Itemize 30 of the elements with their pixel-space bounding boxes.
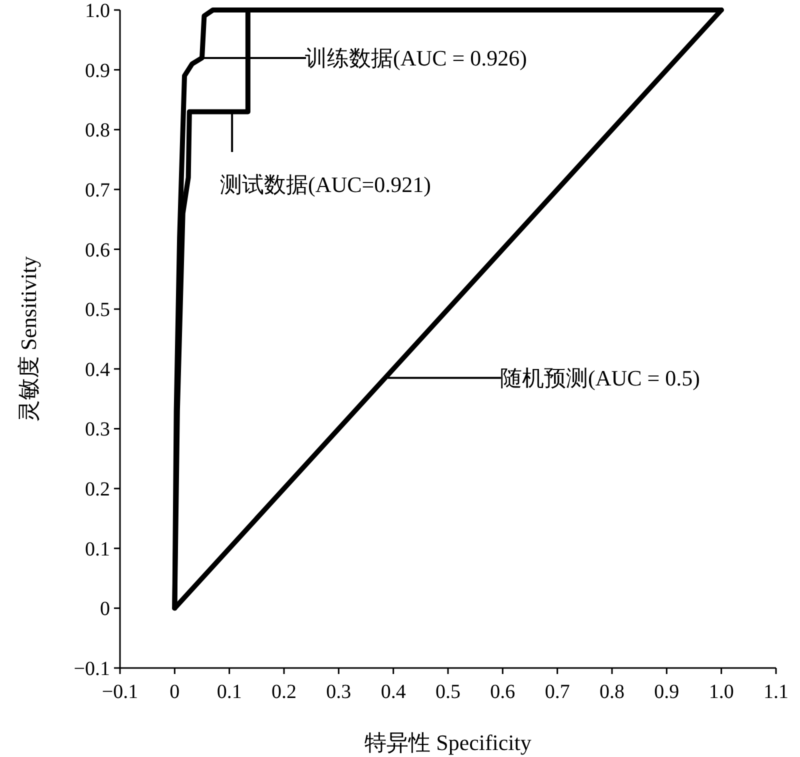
y-tick-label: −0.1 [74, 658, 110, 680]
annotation: 训练数据(AUC = 0.926) [305, 46, 528, 71]
x-tick-label: −0.1 [102, 681, 138, 703]
y-axis-title: 灵敏度 Sensitivity [16, 256, 41, 422]
x-tick-label: 1.0 [708, 681, 734, 703]
y-tick-label: 0 [100, 598, 110, 620]
x-tick-label: 0.2 [272, 681, 296, 703]
x-tick-label: 0.7 [544, 681, 570, 703]
y-tick-label: 0.5 [85, 299, 110, 322]
x-tick-label: 0.3 [326, 681, 352, 703]
y-tick-label: 1.0 [85, 0, 110, 22]
y-tick-label: 0.2 [85, 478, 110, 501]
x-tick-label: 0.8 [600, 681, 624, 703]
x-tick-label: 1.1 [764, 681, 788, 703]
annotation: 随机预测(AUC = 0.5) [500, 366, 700, 391]
x-tick-label: 0.5 [436, 681, 460, 703]
x-tick-label: 0.1 [216, 681, 242, 703]
x-axis-title: 特异性 Specificity [364, 730, 532, 755]
x-tick-label: 0.9 [654, 681, 680, 703]
y-tick-label: 0.3 [85, 418, 110, 441]
y-tick-label: 0.1 [85, 538, 110, 560]
y-tick-label: 0.7 [85, 179, 110, 202]
annotation: 测试数据(AUC=0.921) [220, 172, 432, 197]
y-tick-label: 0.6 [85, 239, 110, 262]
y-tick-label: 0.8 [85, 120, 110, 142]
x-tick-label: 0 [170, 681, 180, 703]
y-tick-label: 0.4 [85, 358, 110, 381]
x-tick-label: 0.6 [490, 681, 516, 703]
y-tick-label: 0.9 [85, 60, 110, 82]
x-tick-label: 0.4 [380, 681, 406, 703]
